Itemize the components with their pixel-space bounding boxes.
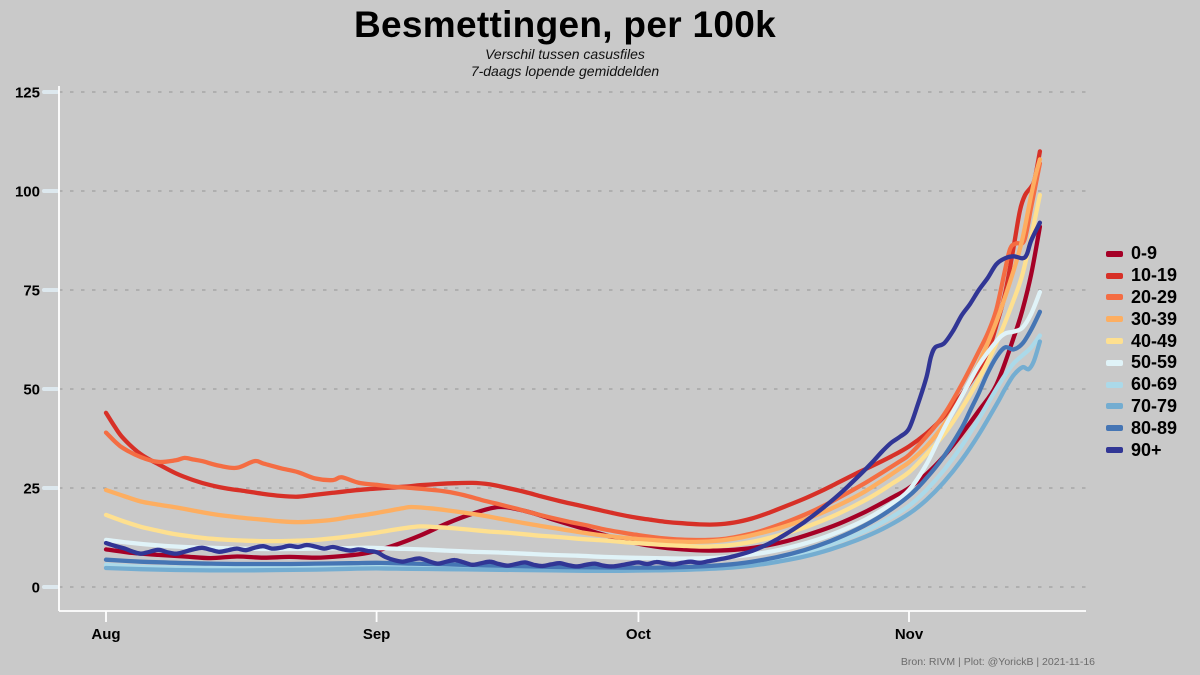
y-axis-labels: 0 25 50 75 100 125: [15, 85, 40, 597]
legend-swatch: [1106, 294, 1123, 301]
x-tick-label: Nov: [895, 626, 924, 643]
line-series-90+: [103, 220, 1043, 569]
subtitle-line-1: Verschil tussen casusfiles: [485, 46, 645, 62]
legend-label: 30-39: [1131, 308, 1178, 329]
legend-item: 30-39: [1106, 308, 1177, 330]
line-series-50-59: [103, 289, 1043, 561]
legend-swatch: [1106, 250, 1123, 257]
series-lines: [103, 149, 1043, 573]
y-tick-label: 50: [23, 382, 40, 399]
legend-item: 10-19: [1106, 265, 1177, 287]
legend-label: 0-9: [1131, 243, 1158, 264]
y-tick-label: 100: [15, 184, 40, 201]
y-tick-mark: [42, 387, 59, 391]
y-tick-mark: [42, 288, 59, 292]
legend-label: 10-19: [1131, 265, 1178, 286]
y-tick-mark: [42, 189, 59, 193]
legend-label: 40-49: [1131, 330, 1178, 351]
legend-swatch: [1106, 447, 1123, 454]
y-axis-ticks: [42, 90, 59, 589]
legend-label: 70-79: [1131, 395, 1178, 416]
source-caption: Bron: RIVM | Plot: @YorickB | 2021-11-16: [900, 656, 1095, 668]
legend-item: 80-89: [1106, 417, 1177, 439]
x-tick-label: Sep: [363, 626, 391, 643]
title-block: Besmettingen, per 100k Verschil tussen c…: [0, 4, 1130, 80]
legend-swatch: [1106, 272, 1123, 279]
legend-item: 0-9: [1106, 243, 1177, 265]
line-series-40-49: [103, 192, 1043, 549]
y-tick-mark: [42, 585, 59, 589]
legend-swatch: [1106, 359, 1123, 366]
legend: 0-9 10-19 20-29 30-39 40-49 50-59 60-69 70-79 80…: [1106, 243, 1177, 461]
legend-item: 70-79: [1106, 396, 1177, 418]
x-tick-label: Oct: [626, 626, 651, 643]
legend-label: 90+: [1131, 439, 1162, 460]
legend-swatch: [1106, 316, 1123, 323]
y-tick-label: 125: [15, 85, 40, 102]
legend-label: 60-69: [1131, 374, 1178, 395]
line-series-0-9: [103, 224, 1043, 561]
y-tick-label: 0: [32, 580, 40, 597]
x-tick-label: Aug: [91, 626, 120, 643]
legend-item: 20-29: [1106, 287, 1177, 309]
legend-label: 50-59: [1131, 352, 1178, 373]
y-tick-label: 75: [23, 283, 40, 300]
page-title: Besmettingen, per 100k: [354, 4, 776, 45]
line-series-70-79: [103, 339, 1043, 573]
legend-label: 20-29: [1131, 286, 1178, 307]
y-tick-label: 25: [23, 481, 40, 498]
legend-swatch: [1106, 381, 1123, 388]
legend-item: 50-59: [1106, 352, 1177, 374]
legend-item: 90+: [1106, 439, 1177, 461]
y-tick-mark: [42, 486, 59, 490]
legend-item: 60-69: [1106, 374, 1177, 396]
legend-swatch: [1106, 403, 1123, 410]
line-series-30-39: [103, 157, 1043, 545]
line-series-20-29: [103, 161, 1043, 543]
y-tick-mark: [42, 90, 59, 94]
legend-swatch: [1106, 425, 1123, 432]
x-axis-labels: Aug Sep Oct Nov: [91, 626, 923, 643]
axes: [58, 86, 1086, 622]
legend-swatch: [1106, 338, 1123, 345]
subtitle-line-2: 7-daags lopende gemiddelden: [470, 62, 660, 79]
line-series-80-89: [103, 309, 1043, 570]
legend-item: 40-49: [1106, 330, 1177, 352]
legend-label: 80-89: [1131, 417, 1178, 438]
